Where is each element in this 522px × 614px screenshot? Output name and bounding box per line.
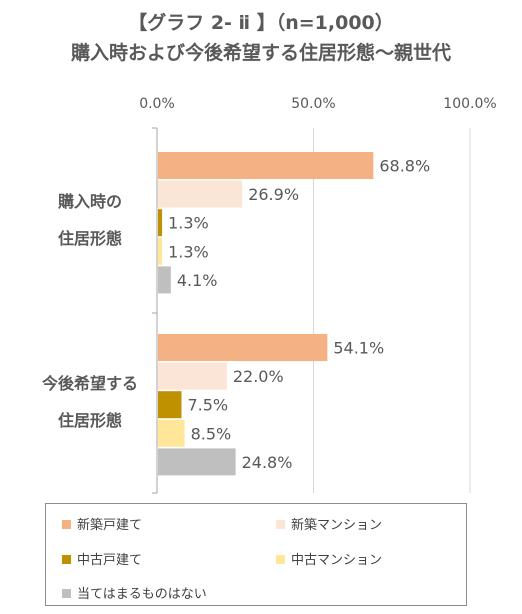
legend-swatch	[62, 589, 71, 598]
legend-swatch	[276, 520, 285, 529]
legend-item: 新築戸建て	[62, 514, 142, 533]
legend-label: 中古戸建て	[77, 553, 143, 568]
data-label: 24.8%	[242, 453, 293, 472]
bar	[158, 391, 182, 419]
bar	[158, 266, 171, 294]
legend-label: 中古マンション	[291, 553, 383, 568]
legend: 新築戸建て 新築マンション中古戸建て 中古マンション当てはまるものはない	[45, 503, 467, 606]
data-label: 7.5%	[187, 396, 228, 415]
legend-label: 新築戸建て	[77, 518, 143, 533]
legend-swatch	[276, 555, 285, 564]
category-label: 購入時の	[57, 192, 122, 211]
data-label: 22.0%	[233, 367, 284, 386]
category-label: 住居形態	[58, 411, 122, 430]
bar	[158, 448, 236, 476]
x-tick-label: 50.0%	[291, 96, 335, 112]
bar	[158, 152, 374, 179]
data-label: 8.5%	[191, 424, 232, 443]
legend-item: 中古マンション	[276, 549, 382, 568]
category-label: 今後希望する	[41, 374, 138, 393]
data-label: 26.9%	[248, 185, 299, 204]
chart-title: 【グラフ 2- ⅱ 】（n=1,000）	[128, 12, 394, 34]
legend-item: 当てはまるものはない	[62, 583, 207, 602]
data-label: 68.8%	[379, 157, 430, 176]
x-tick-label: 100.0%	[443, 96, 496, 112]
chart-subtitle: 購入時および今後希望する住居形態～親世代	[70, 42, 451, 64]
x-tick-label: 0.0%	[139, 96, 175, 112]
data-label: 1.3%	[168, 214, 209, 233]
bar	[158, 334, 328, 361]
legend-item: 新築マンション	[276, 514, 382, 533]
data-label: 4.1%	[177, 271, 218, 290]
legend-label: 当てはまるものはない	[77, 587, 207, 602]
bar	[158, 419, 185, 447]
bar	[158, 237, 163, 265]
legend-label: 新築マンション	[291, 518, 383, 533]
category-label: 住居形態	[58, 229, 122, 248]
data-label: 1.3%	[168, 242, 209, 261]
bar	[158, 180, 243, 208]
bar	[158, 362, 227, 390]
bar	[158, 209, 163, 237]
legend-swatch	[62, 555, 71, 564]
legend-item: 中古戸建て	[62, 549, 142, 568]
legend-swatch	[62, 520, 71, 529]
data-label: 54.1%	[333, 339, 384, 358]
